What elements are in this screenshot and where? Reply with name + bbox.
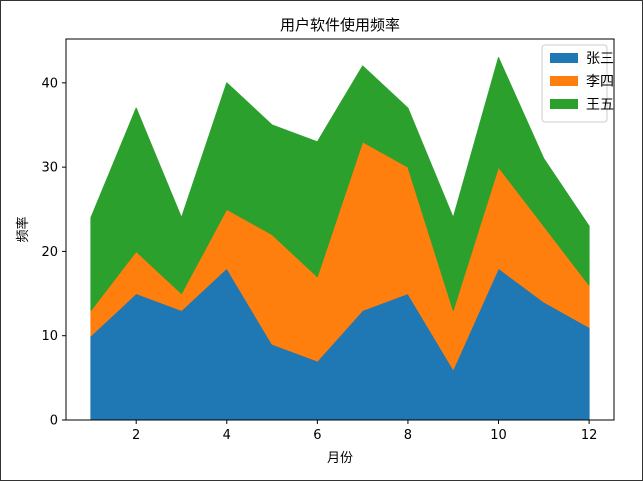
chart-title: 用户软件使用频率 bbox=[280, 16, 400, 34]
legend-label-1: 张三 bbox=[586, 51, 614, 67]
x-tick-label: 12 bbox=[581, 428, 598, 443]
x-axis-title: 月份 bbox=[327, 451, 353, 466]
y-tick-label: 20 bbox=[41, 245, 58, 260]
x-tick-label: 8 bbox=[404, 428, 412, 443]
y-axis: 0 10 20 30 40 bbox=[41, 76, 66, 429]
x-tick-label: 2 bbox=[132, 428, 140, 443]
x-tick-label: 10 bbox=[490, 428, 507, 443]
y-tick-label: 10 bbox=[41, 329, 58, 344]
legend-swatch-1 bbox=[550, 53, 578, 63]
y-tick-label: 0 bbox=[50, 414, 58, 429]
legend-label-2: 李四 bbox=[586, 74, 614, 90]
legend-swatch-2 bbox=[550, 76, 578, 86]
x-tick-label: 6 bbox=[313, 428, 321, 443]
x-tick-label: 4 bbox=[223, 428, 231, 443]
plot-areas bbox=[90, 57, 590, 421]
plot-frame bbox=[65, 38, 615, 421]
x-axis: 2 4 6 8 10 12 bbox=[132, 420, 597, 443]
y-axis-title: 频率 bbox=[15, 216, 31, 242]
area-series-3 bbox=[90, 57, 590, 311]
y-tick-label: 40 bbox=[41, 76, 58, 91]
legend-swatch-3 bbox=[550, 99, 578, 109]
legend-label-3: 王五 bbox=[586, 97, 614, 113]
y-tick-label: 30 bbox=[41, 161, 58, 176]
